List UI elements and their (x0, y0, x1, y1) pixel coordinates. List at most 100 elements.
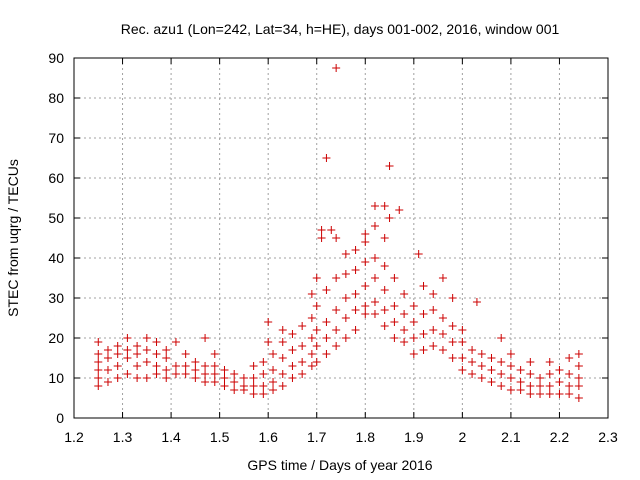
data-point (341, 270, 350, 278)
data-point (220, 366, 229, 374)
x-tick-label: 1.3 (113, 429, 133, 445)
data-point (390, 334, 399, 342)
x-axis-label: GPS time / Days of year 2016 (247, 457, 432, 473)
data-point (278, 354, 287, 362)
data-point (438, 346, 447, 354)
data-point (133, 374, 142, 382)
data-point (264, 318, 273, 326)
y-tick-label: 40 (48, 250, 64, 266)
data-point (162, 374, 171, 382)
y-tick-label: 90 (48, 50, 64, 66)
data-point (322, 154, 331, 162)
data-point (380, 202, 389, 210)
data-point (400, 338, 409, 346)
x-tick-label: 1.5 (210, 429, 230, 445)
data-point (332, 342, 341, 350)
data-point (497, 334, 506, 342)
data-point (191, 374, 200, 382)
data-point (288, 346, 297, 354)
data-point (497, 370, 506, 378)
plot-frame (73, 57, 609, 419)
data-point (312, 302, 321, 310)
data-point (259, 370, 268, 378)
data-point (312, 326, 321, 334)
data-point (419, 330, 428, 338)
data-point (414, 250, 423, 258)
data-point (259, 390, 268, 398)
x-axis: 1.2 1.3 1.4 1.5 1.6 1.7 1.8 1.9 2 2.1 2.2 2.3 (64, 58, 618, 445)
data-point (545, 370, 554, 378)
data-point (269, 378, 278, 386)
data-point (103, 366, 112, 374)
data-point (487, 354, 496, 362)
data-point (385, 162, 394, 170)
data-point (264, 338, 273, 346)
data-point (94, 366, 103, 374)
data-point (506, 350, 515, 358)
data-point (472, 298, 481, 306)
x-tick-label: 1.6 (258, 429, 278, 445)
data-point (390, 274, 399, 282)
data-point (123, 370, 132, 378)
data-point (458, 326, 467, 334)
data-point (565, 382, 574, 390)
x-tick-label: 2.1 (501, 429, 521, 445)
data-point (351, 306, 360, 314)
data-point (298, 342, 307, 350)
data-point (307, 314, 316, 322)
data-point (409, 350, 418, 358)
data-point (181, 362, 190, 370)
y-tick-label: 30 (48, 290, 64, 306)
data-point (278, 382, 287, 390)
data-point (327, 226, 336, 234)
data-point (332, 234, 341, 242)
data-point (468, 370, 477, 378)
data-point (380, 262, 389, 270)
data-point (380, 322, 389, 330)
data-point (113, 342, 122, 350)
data-point (322, 334, 331, 342)
y-axis-label: STEC from uqrg / TECUs (5, 159, 21, 317)
data-point (103, 378, 112, 386)
data-point (220, 382, 229, 390)
data-point (468, 346, 477, 354)
data-point (171, 338, 180, 346)
data-point (332, 274, 341, 282)
data-point (448, 354, 457, 362)
x-tick-label: 1.4 (161, 429, 181, 445)
data-point (123, 354, 132, 362)
data-point (341, 294, 350, 302)
grid (74, 58, 608, 418)
data-point (103, 354, 112, 362)
data-point (477, 374, 486, 382)
data-point (312, 358, 321, 366)
x-tick-label: 1.7 (307, 429, 327, 445)
x-tick-label: 1.8 (356, 429, 376, 445)
x-tick-label: 2.2 (550, 429, 570, 445)
data-point (210, 378, 219, 386)
data-point (370, 254, 379, 262)
data-point (361, 282, 370, 290)
data-point (574, 362, 583, 370)
data-point (438, 314, 447, 322)
data-point (307, 362, 316, 370)
data-point (400, 290, 409, 298)
data-point (516, 386, 525, 394)
data-point (574, 374, 583, 382)
data-point (351, 246, 360, 254)
data-point (516, 378, 525, 386)
y-tick-label: 50 (48, 210, 64, 226)
data-point (370, 310, 379, 318)
data-point (536, 382, 545, 390)
data-point (288, 362, 297, 370)
data-point (380, 234, 389, 242)
data-point (380, 306, 389, 314)
data-point (390, 302, 399, 310)
data-point (181, 370, 190, 378)
data-point (269, 366, 278, 374)
data-point (419, 346, 428, 354)
data-point (574, 382, 583, 390)
data-point (230, 386, 239, 394)
data-point (210, 362, 219, 370)
data-point (322, 350, 331, 358)
